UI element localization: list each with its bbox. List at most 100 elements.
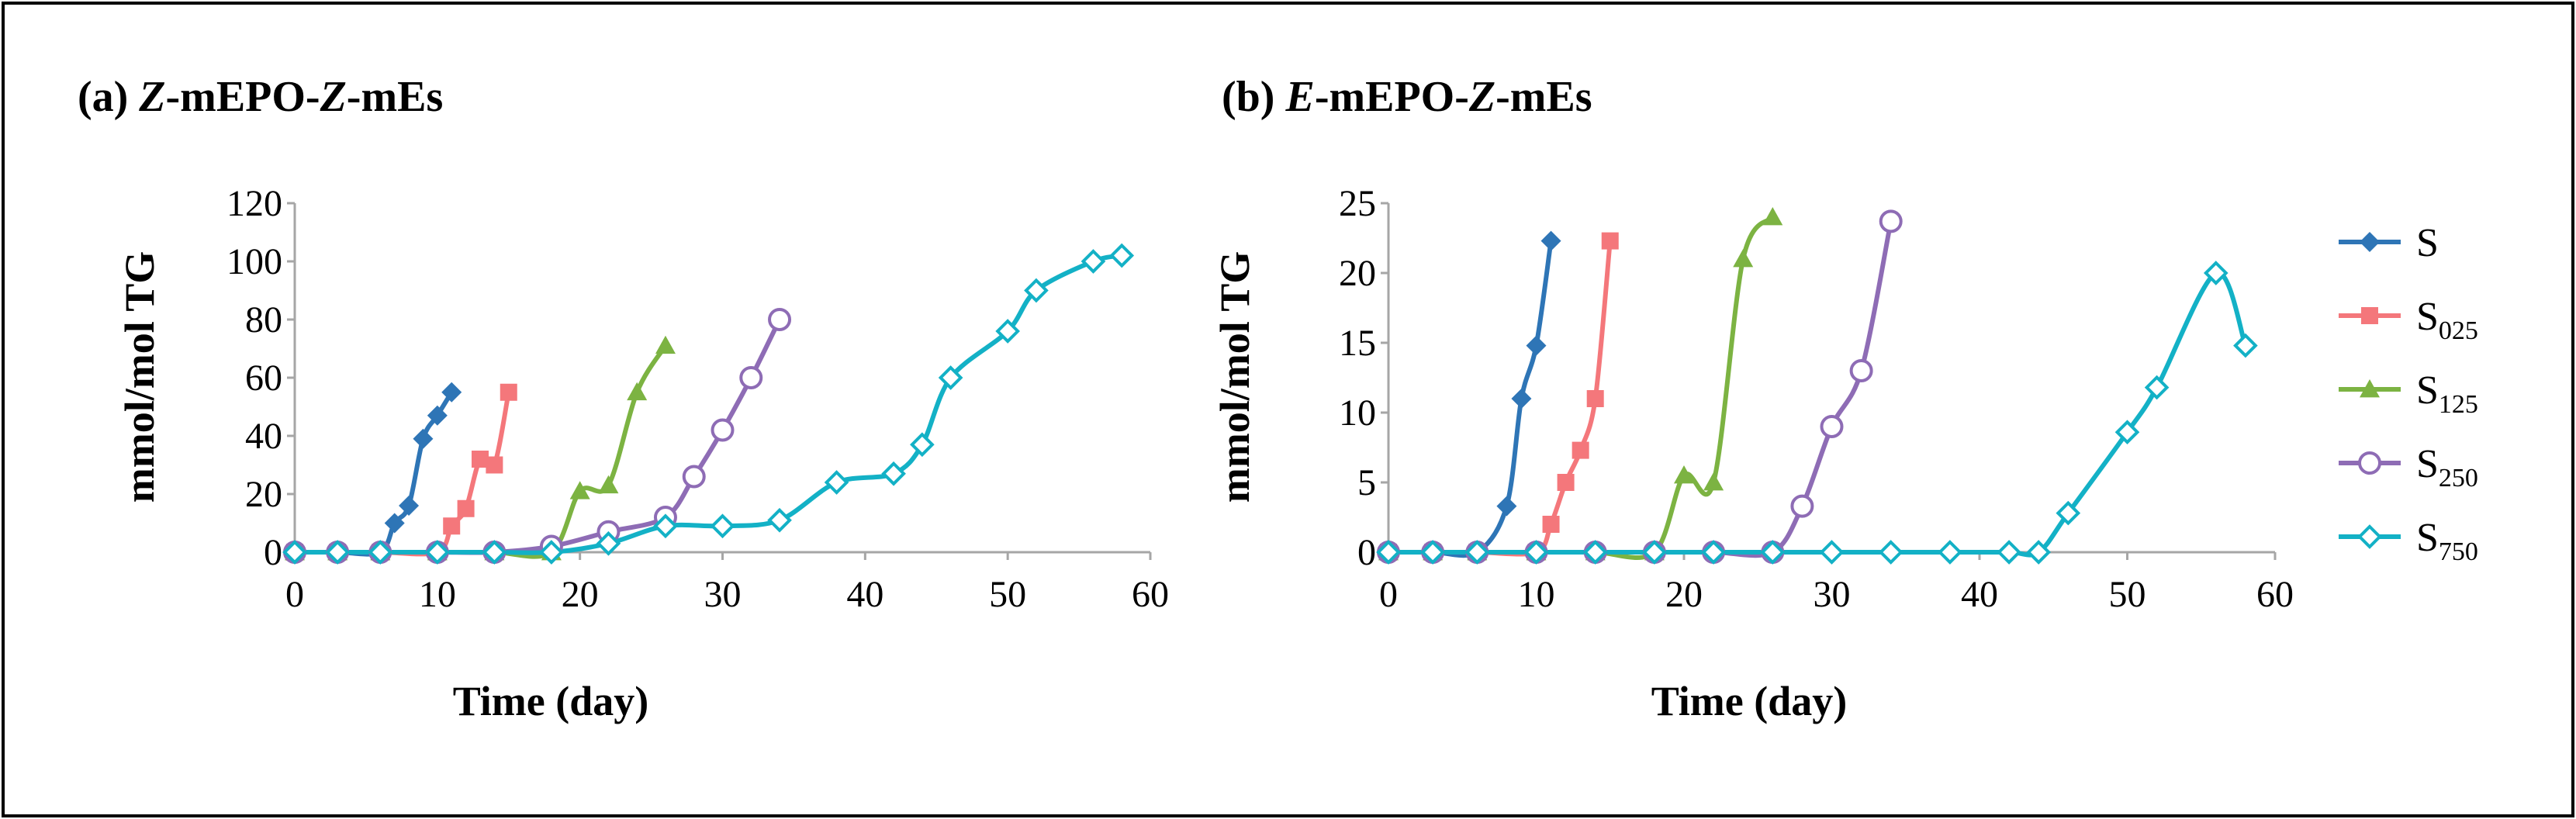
panel-b-x-tick-label: 40	[1961, 574, 1998, 615]
panel-a-series-S750-point	[995, 319, 1020, 344]
panel-b-y-axis-title: mmol/mol TG	[1212, 251, 1258, 503]
panel-b-series-S250-point	[1790, 494, 1814, 518]
panel-b-series-S750-point	[1819, 540, 1845, 565]
panel-a-y-tick-label: 100	[226, 241, 282, 282]
panel-a-y-axis-title: mmol/mol TG	[116, 251, 163, 503]
panel-a-series-S125-point	[655, 335, 676, 354]
panel-a-series-S750-line	[292, 253, 1125, 555]
legend-marker-S	[2360, 232, 2380, 252]
panel-a-series-S125-point	[569, 481, 590, 499]
panel-a-x-tick-label: 30	[704, 574, 742, 615]
panel-a-series-S-point	[413, 428, 434, 449]
panel-b-series-S750-point	[2114, 420, 2140, 445]
panel-b-series-S750-point	[1420, 540, 1445, 565]
panel-b-y-tick-label: 15	[1339, 323, 1376, 364]
panel-b-x-tick-label: 10	[1518, 574, 1555, 615]
panel-b-series-S125-point	[1674, 465, 1694, 484]
panel-b-series-S750-point	[1464, 540, 1490, 565]
panel-b-series-S750-point	[1523, 540, 1549, 565]
panel-a-series-S-point	[384, 513, 405, 534]
panel-b-x-tick-label: 50	[2109, 574, 2146, 615]
panel-b-x-tick-label: 20	[1665, 574, 1703, 615]
panel-b-series-S125-point	[1703, 472, 1724, 491]
legend-marker-S250	[2358, 451, 2381, 475]
panel-a-series-S750-point	[653, 513, 678, 539]
panel-a-series-S750-point	[881, 461, 906, 486]
panel-b-title: (b) E-mEPO-Z-mEs	[1222, 73, 1592, 121]
legend-label-S125: S125	[2416, 368, 2478, 419]
panel-a-series-S750-point	[539, 540, 564, 565]
panel-b-series-S025-point	[1601, 232, 1619, 250]
panel-a-series-S750-point	[368, 540, 393, 565]
panel-a-series-S750-point	[1024, 278, 1049, 303]
panel-b-y-tick-label: 20	[1339, 253, 1376, 294]
panel-b-series-S250-line	[1386, 219, 1893, 558]
panel-a-series-S250-line	[292, 317, 783, 555]
panel-a-series-S-point	[441, 382, 462, 403]
legend-label-S: S	[2416, 221, 2439, 265]
panel-a-x-axis-title: Time (day)	[453, 678, 649, 724]
panel-a-series-S025-point	[443, 517, 461, 535]
legend-item-S025: S025	[2339, 295, 2478, 345]
panel-a-title: (a) Z-mEPO-Z-mEs	[78, 73, 443, 121]
panel-b-series-S750-point	[1582, 540, 1608, 565]
panel-b-series-S750-point	[1938, 540, 1962, 565]
panel-a-series-S-line	[292, 389, 455, 557]
panel-a-y-tick-label: 60	[245, 358, 282, 399]
panel-b-series-S025-point	[1557, 474, 1575, 491]
panel-a-y-tick-label: 120	[226, 183, 282, 224]
panel-a-series-S750-point	[910, 432, 935, 458]
panel-a-series-S750-point	[767, 507, 792, 533]
panel-a-y-tick-label: 80	[245, 299, 282, 340]
panel-b-series-S250-point	[1879, 209, 1903, 233]
panel-a-series-S750-point	[1081, 249, 1106, 274]
panel-b-series-S750-point	[1878, 540, 1903, 565]
panel-b-x-axis-title: Time (day)	[1651, 678, 1848, 724]
legend-label-S750: S750	[2416, 516, 2478, 566]
panel-b-series-S750-point	[1760, 540, 1786, 565]
panel-b-series-S-point	[1511, 389, 1532, 409]
panel-a-series-S-point	[427, 405, 448, 426]
panel-b-y-tick-label: 0	[1357, 532, 1376, 573]
legend-marker-S025	[2361, 307, 2378, 324]
panel-a-x-tick-label: 0	[285, 574, 304, 615]
panel-b-series-S750-point	[2026, 540, 2052, 565]
panel-b-series-S750-point	[1701, 540, 1726, 565]
chart-panel-b: (b) E-mEPO-Z-mEs Time (day) mmol/mol TG …	[1212, 73, 2294, 724]
panel-b-series-S-point	[1526, 335, 1547, 356]
panel-a-series-S750-point	[596, 530, 621, 556]
panel-a-series-S750-point	[482, 540, 507, 565]
panel-b-x-tick-label: 60	[2256, 574, 2294, 615]
panel-b-series-S750-point	[1642, 540, 1667, 565]
panel-a-series-S125-point	[627, 382, 648, 401]
panel-b-series-S125-point	[1762, 207, 1783, 226]
legend-item-S125: S125	[2339, 368, 2478, 419]
panel-a-y-tick-label: 20	[245, 474, 282, 515]
legend-label-S250: S250	[2416, 442, 2478, 492]
legend-marker-S125	[2360, 379, 2380, 398]
legend-label-S025: S025	[2416, 295, 2478, 345]
legend-marker-S750	[2357, 524, 2382, 549]
panel-b-series-S025-point	[1586, 390, 1604, 407]
panel-a-series-S-point	[399, 496, 420, 516]
panel-a-series-S250-point	[739, 366, 763, 389]
panel-b-series-S025-point	[1542, 516, 1560, 533]
panel-a-series-S250-point	[768, 308, 792, 331]
panel-b-series-S750-point	[2203, 261, 2228, 285]
panel-b-y-tick-label: 25	[1339, 183, 1376, 224]
panel-b-y-tick-label: 10	[1339, 392, 1376, 434]
panel-a-x-tick-label: 20	[562, 574, 599, 615]
panel-a-x-tick-label: 50	[989, 574, 1026, 615]
panel-a-series-S750-point	[1109, 243, 1135, 268]
panel-b-series-S750-point	[2144, 375, 2170, 400]
panel-b-series-S125-line	[1386, 215, 1776, 560]
panel-b-series-S-point	[1496, 496, 1517, 517]
panel-a-series-S750-point	[325, 540, 350, 565]
panel-a-series-S025-line	[292, 389, 511, 557]
panel-b-x-tick-label: 30	[1814, 574, 1851, 615]
panel-a-x-tick-label: 40	[846, 574, 883, 615]
panel-b-series-S750-point	[1997, 540, 2021, 565]
panel-b-series-S250-point	[1849, 359, 1873, 382]
